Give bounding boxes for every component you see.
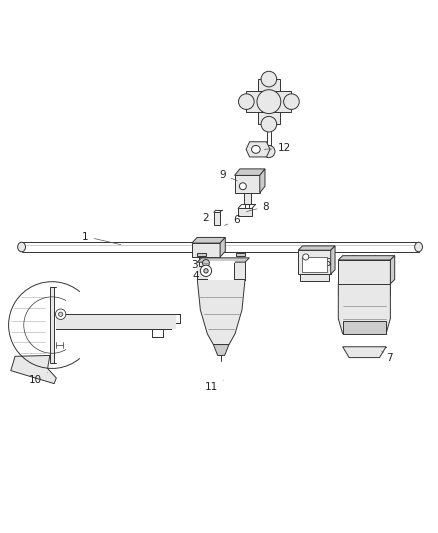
- Bar: [214, 212, 220, 225]
- Bar: [258, 102, 280, 124]
- Circle shape: [239, 94, 254, 109]
- Ellipse shape: [415, 242, 423, 252]
- Polygon shape: [390, 256, 395, 284]
- Text: 4: 4: [192, 271, 206, 281]
- Bar: [57, 314, 176, 329]
- Bar: [246, 91, 269, 112]
- Polygon shape: [237, 254, 245, 256]
- Bar: [244, 193, 251, 204]
- Bar: [300, 274, 328, 280]
- Circle shape: [303, 254, 309, 260]
- Polygon shape: [213, 345, 229, 356]
- Bar: [50, 287, 54, 364]
- Polygon shape: [197, 258, 249, 262]
- Bar: [338, 260, 390, 284]
- Circle shape: [284, 94, 299, 109]
- Text: 8: 8: [247, 201, 269, 212]
- Text: 1: 1: [82, 231, 121, 245]
- Bar: [238, 208, 252, 216]
- Polygon shape: [235, 169, 265, 175]
- Circle shape: [202, 260, 209, 266]
- Polygon shape: [246, 142, 270, 157]
- Polygon shape: [338, 284, 390, 334]
- Polygon shape: [260, 169, 265, 193]
- Bar: [235, 175, 260, 193]
- Text: 10: 10: [29, 373, 48, 385]
- Polygon shape: [220, 237, 225, 257]
- Bar: [298, 250, 331, 274]
- Text: 5: 5: [317, 258, 331, 268]
- Bar: [197, 262, 245, 279]
- Text: 3: 3: [191, 260, 205, 270]
- Text: 12: 12: [264, 143, 291, 154]
- Bar: [343, 321, 386, 334]
- Text: 2: 2: [202, 213, 215, 224]
- Circle shape: [261, 71, 277, 87]
- Bar: [269, 91, 291, 112]
- Circle shape: [240, 183, 246, 190]
- Polygon shape: [197, 254, 206, 256]
- Bar: [302, 257, 327, 272]
- Ellipse shape: [18, 242, 25, 252]
- Ellipse shape: [251, 146, 260, 154]
- Polygon shape: [298, 246, 335, 250]
- Circle shape: [261, 116, 277, 132]
- Bar: [199, 257, 212, 265]
- Circle shape: [204, 269, 208, 273]
- Text: 7: 7: [381, 351, 392, 363]
- Text: 11: 11: [205, 380, 223, 392]
- Bar: [208, 262, 234, 279]
- Polygon shape: [192, 237, 225, 243]
- Polygon shape: [331, 246, 335, 274]
- Polygon shape: [197, 279, 245, 345]
- Circle shape: [200, 265, 212, 277]
- Polygon shape: [343, 347, 386, 358]
- Polygon shape: [11, 356, 57, 384]
- Text: 9: 9: [219, 169, 237, 181]
- Bar: [192, 243, 220, 257]
- Circle shape: [56, 309, 66, 319]
- Polygon shape: [338, 256, 395, 260]
- Circle shape: [59, 312, 63, 317]
- Circle shape: [263, 146, 275, 158]
- Circle shape: [257, 90, 281, 114]
- Bar: [258, 79, 280, 102]
- Text: 6: 6: [225, 215, 240, 225]
